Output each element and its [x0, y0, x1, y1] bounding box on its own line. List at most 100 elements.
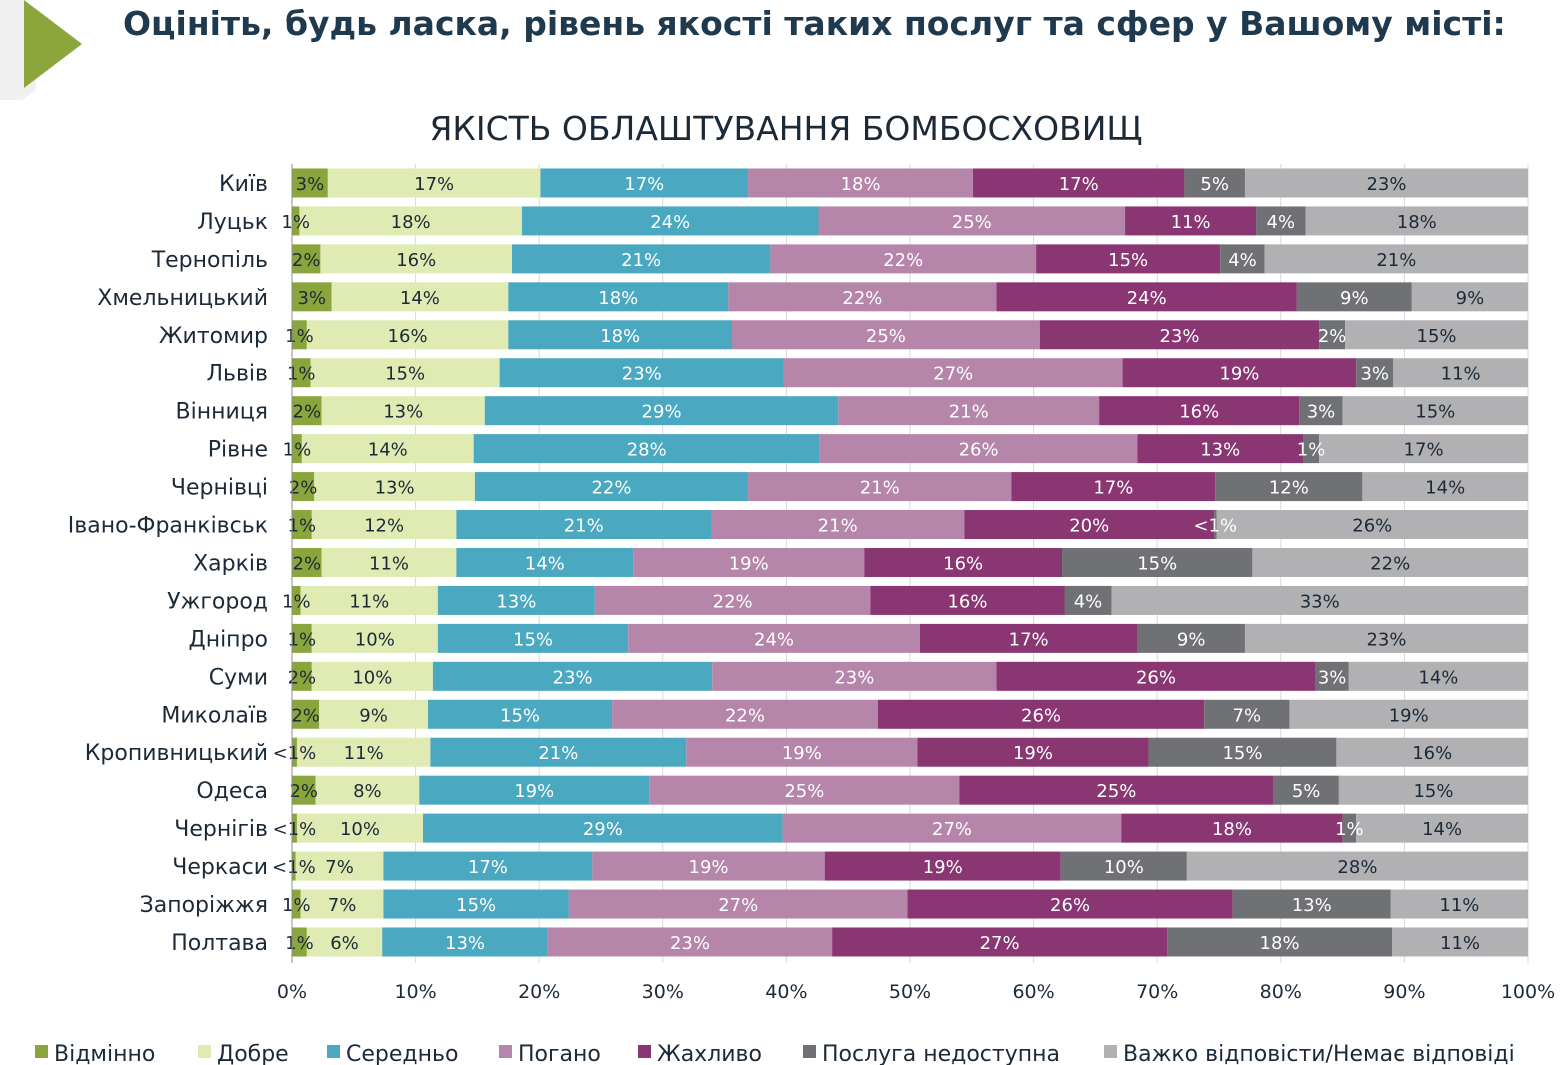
bar-segment	[292, 396, 322, 426]
data-label: 6%	[330, 933, 359, 954]
bar-segment	[1186, 851, 1528, 881]
data-label: 27%	[933, 364, 973, 385]
bar-segment	[864, 547, 1063, 577]
bar-segment	[292, 737, 297, 767]
data-label: 25%	[952, 212, 992, 233]
bar-segment	[1244, 168, 1528, 198]
bar-segment	[311, 661, 433, 691]
bar-segment	[521, 206, 819, 236]
data-label: 9%	[359, 705, 388, 726]
data-label: 18%	[600, 326, 640, 347]
bar-segment	[1148, 737, 1337, 767]
data-label: 25%	[866, 326, 906, 347]
bar-segment	[456, 547, 634, 577]
bar-segment	[320, 244, 513, 274]
bar-segment	[296, 813, 424, 843]
bar-segment	[432, 661, 713, 691]
bar-segment	[832, 927, 1168, 957]
category-label: Вінниця	[176, 400, 268, 425]
data-label: 19%	[729, 553, 769, 574]
x-tick-label: 100%	[1501, 981, 1555, 1003]
bar-segment	[838, 396, 1100, 426]
x-tick-label: 70%	[1136, 981, 1178, 1003]
bar-segment	[1319, 320, 1346, 350]
bar-segment	[306, 927, 383, 957]
bar-segment	[508, 282, 729, 312]
data-label: 18%	[598, 288, 638, 309]
data-label: 9%	[1456, 288, 1485, 309]
data-label: 1%	[288, 516, 317, 537]
data-label: 16%	[1412, 743, 1452, 764]
bar-segment	[1305, 206, 1528, 236]
bar-segment	[1273, 775, 1339, 805]
data-label: 19%	[1389, 705, 1429, 726]
data-label: 13%	[1292, 895, 1332, 916]
bar-segment	[456, 510, 712, 540]
data-label: 1%	[281, 212, 310, 233]
data-label: 19%	[782, 743, 822, 764]
legend-label: Жахливо	[657, 1042, 762, 1065]
category-label: Львів	[206, 362, 268, 387]
data-label: 1%	[283, 440, 312, 461]
data-label: 23%	[1366, 174, 1406, 195]
bar-segment	[292, 813, 297, 843]
bar-segment	[314, 472, 475, 502]
data-label: 17%	[414, 174, 454, 195]
bar-segment	[1336, 737, 1528, 767]
data-label: 19%	[514, 781, 554, 802]
data-label: 3%	[1360, 364, 1389, 385]
category-label: Полтава	[171, 931, 268, 956]
data-label: 18%	[1260, 933, 1300, 954]
data-label: 14%	[400, 288, 440, 309]
bar-segment	[1111, 585, 1528, 615]
bar-segment	[748, 168, 974, 198]
data-label: 11%	[1441, 364, 1481, 385]
data-label: 15%	[513, 629, 553, 650]
bar-segment	[728, 282, 997, 312]
data-label: 24%	[1127, 288, 1167, 309]
bar-segment	[1184, 168, 1245, 198]
data-label: 1%	[285, 933, 314, 954]
bar-segment	[1125, 206, 1257, 236]
data-label: 26%	[959, 440, 999, 461]
data-label: 1%	[285, 326, 314, 347]
title-arrow-icon	[0, 0, 82, 100]
bar-segment	[1390, 889, 1528, 919]
bar-segment	[292, 623, 312, 653]
bar-segment	[1345, 320, 1528, 350]
bar-segment	[919, 623, 1138, 653]
bar-segment	[594, 585, 871, 615]
data-label: 2%	[289, 781, 318, 802]
bar-segment	[292, 510, 312, 540]
bar-segment	[1204, 699, 1290, 729]
bar-segment	[547, 927, 833, 957]
data-label: 14%	[1425, 478, 1465, 499]
data-label: 26%	[1352, 516, 1392, 537]
data-label: 2%	[291, 705, 320, 726]
bar-segment	[592, 851, 825, 881]
data-label: 13%	[1200, 440, 1240, 461]
data-label: <1%	[272, 857, 316, 878]
bar-segment	[295, 851, 384, 881]
category-label: Івано-Франківськ	[68, 514, 268, 539]
category-label: Хмельницький	[97, 286, 268, 311]
category-label: Житомир	[159, 324, 268, 349]
legend-swatch	[1104, 1045, 1117, 1058]
bar-segment	[612, 699, 878, 729]
bar-segment	[292, 927, 307, 957]
bar-segment	[321, 547, 457, 577]
data-label: 2%	[293, 402, 322, 423]
data-label: 9%	[1177, 629, 1206, 650]
data-label: 18%	[1212, 819, 1252, 840]
data-label: 17%	[1404, 440, 1444, 461]
data-label: 18%	[841, 174, 881, 195]
bar-segment	[292, 661, 312, 691]
legend-label: Важко відповісти/Немає відповіді	[1123, 1042, 1515, 1065]
bar-segment	[292, 699, 320, 729]
bar-segment	[292, 434, 302, 464]
bar-segment	[1137, 434, 1304, 464]
bar-segment	[508, 320, 733, 350]
bar-segment	[1264, 244, 1528, 274]
data-label: 23%	[670, 933, 710, 954]
x-tick-label: 50%	[889, 981, 931, 1003]
